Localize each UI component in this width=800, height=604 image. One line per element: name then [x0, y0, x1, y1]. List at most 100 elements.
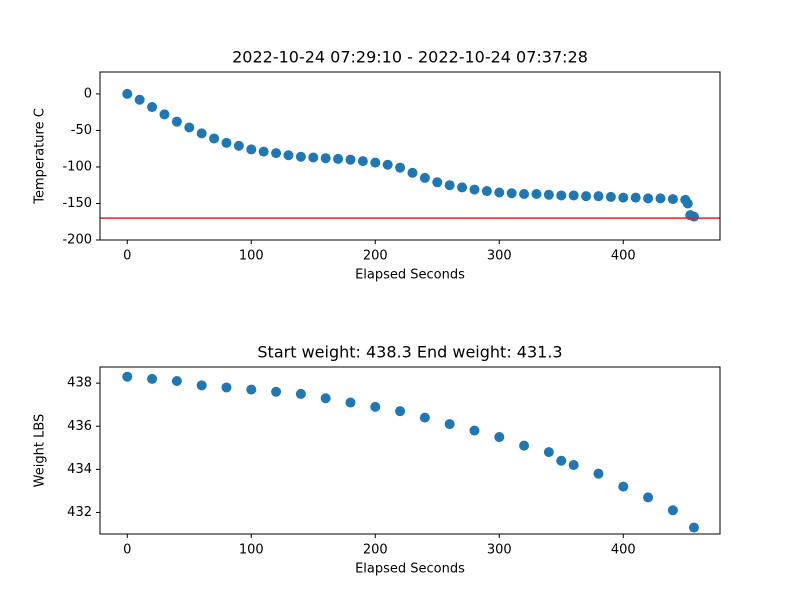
scatter-point: [506, 188, 517, 199]
x-tick-label: 300: [487, 543, 512, 558]
scatter-point: [643, 492, 654, 503]
x-axis-label: Elapsed Seconds: [355, 562, 465, 577]
scatter-point: [630, 192, 641, 203]
scatter-point: [395, 162, 406, 173]
y-axis-label: Weight LBS: [33, 414, 48, 488]
x-tick-label: 0: [123, 543, 131, 558]
scatter-point: [320, 393, 331, 404]
scatter-point: [370, 401, 381, 412]
scatter-point: [444, 419, 455, 430]
scatter-point: [481, 186, 492, 197]
scatter-point: [593, 191, 604, 202]
scatter-point: [419, 172, 430, 183]
scatter-point: [196, 128, 207, 139]
scatter-point: [333, 153, 344, 164]
x-tick-label: 200: [363, 249, 388, 264]
scatter-point: [655, 193, 666, 204]
scatter-point: [271, 148, 282, 159]
scatter-point: [184, 122, 195, 133]
x-tick-label: 200: [363, 543, 388, 558]
y-tick-label: -100: [62, 159, 92, 174]
scatter-point: [171, 376, 182, 387]
x-tick-label: 100: [239, 543, 264, 558]
x-tick-label: 300: [487, 249, 512, 264]
y-tick-label: -150: [62, 196, 92, 211]
x-tick-label: 100: [239, 249, 264, 264]
scatter-point: [494, 432, 505, 443]
scatter-point: [543, 447, 554, 458]
scatter-point: [345, 397, 356, 408]
scatter-point: [159, 109, 170, 120]
scatter-point: [618, 481, 629, 492]
y-tick-label: -200: [62, 233, 92, 248]
axes-frame: [99, 366, 721, 535]
scatter-point: [688, 522, 699, 533]
scatter-point: [246, 384, 257, 395]
x-tick-label: 0: [123, 249, 131, 264]
scatter-point: [171, 116, 182, 127]
scatter-point: [233, 140, 244, 151]
scatter-point: [357, 156, 368, 167]
scatter-point: [568, 460, 579, 471]
scatter-point: [147, 102, 158, 113]
y-tick-label: 436: [67, 419, 92, 434]
scatter-point: [543, 189, 554, 200]
scatter-point: [457, 182, 468, 193]
scatter-point: [432, 177, 443, 188]
scatter-point: [519, 188, 530, 199]
scatter-point: [469, 425, 480, 436]
scatter-point: [494, 187, 505, 198]
scatter-point: [593, 468, 604, 479]
y-tick-label: 438: [67, 376, 92, 391]
y-tick-label: 432: [67, 505, 92, 520]
scatter-point: [605, 191, 616, 202]
scatter-point: [682, 198, 693, 209]
scatter-point: [568, 190, 579, 201]
scatter-point: [246, 144, 257, 155]
scatter-point: [581, 191, 592, 202]
scatter-point: [556, 190, 567, 201]
scatter-point: [122, 371, 133, 382]
scatter-point: [469, 184, 480, 195]
scatter-point: [688, 211, 699, 222]
scatter-point: [308, 152, 319, 163]
scatter-point: [209, 133, 220, 144]
scatter-point: [196, 380, 207, 391]
y-tick-label: 0: [84, 86, 92, 101]
scatter-point: [271, 386, 282, 397]
scatter-point: [295, 388, 306, 399]
scatter-point: [444, 180, 455, 191]
scatter-point: [531, 188, 542, 199]
y-tick-label: 434: [67, 462, 92, 477]
scatter-point: [618, 192, 629, 203]
scatter-point: [370, 157, 381, 168]
scatter-point: [382, 159, 393, 170]
scatter-point: [345, 154, 356, 165]
x-tick-label: 400: [611, 249, 636, 264]
y-axis-label: Temperature C: [33, 108, 48, 205]
scatter-point: [122, 88, 133, 99]
scatter-point: [519, 440, 530, 451]
axes-frame: [99, 71, 721, 241]
scatter-point: [419, 412, 430, 423]
scatter-point: [556, 455, 567, 466]
scatter-point: [395, 406, 406, 417]
x-axis-label: Elapsed Seconds: [355, 268, 465, 283]
scatter-point: [147, 373, 158, 384]
scatter-point: [643, 193, 654, 204]
scatter-point: [320, 153, 331, 164]
scatter-point: [221, 137, 232, 148]
chart-title: Start weight: 438.3 End weight: 431.3: [257, 343, 562, 362]
scatter-point: [258, 146, 269, 157]
scatter-point: [667, 194, 678, 205]
x-tick-label: 400: [611, 543, 636, 558]
chart-title: 2022-10-24 07:29:10 - 2022-10-24 07:37:2…: [232, 48, 588, 67]
scatter-point: [407, 167, 418, 178]
scatter-point: [221, 382, 232, 393]
scatter-point: [295, 151, 306, 162]
y-tick-label: -50: [71, 123, 92, 138]
scatter-point: [283, 150, 294, 161]
scatter-point: [667, 505, 678, 516]
scatter-point: [134, 94, 145, 105]
